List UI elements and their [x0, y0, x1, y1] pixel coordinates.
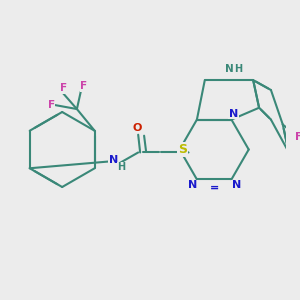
Text: H: H [117, 162, 125, 172]
Text: N: N [225, 64, 233, 74]
Text: =: = [210, 182, 219, 192]
Text: O: O [133, 123, 142, 133]
Text: F: F [48, 100, 55, 110]
Text: N: N [229, 109, 238, 119]
Text: N: N [232, 180, 241, 190]
Text: N: N [109, 155, 118, 165]
Text: S: S [178, 143, 187, 156]
Text: F: F [80, 81, 87, 91]
Text: N: N [188, 180, 198, 190]
Text: H: H [234, 64, 242, 74]
Text: F: F [295, 132, 300, 142]
Text: F: F [59, 83, 67, 93]
